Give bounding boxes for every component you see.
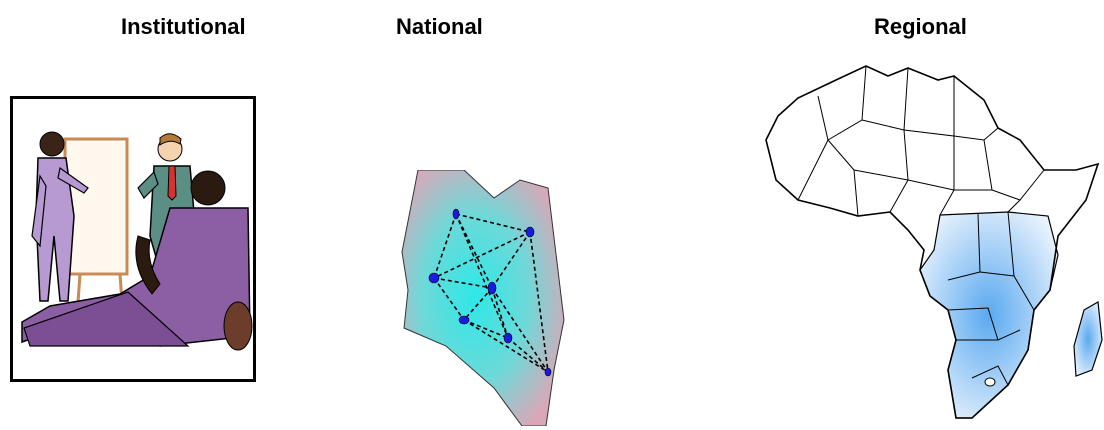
institutional-meeting-illustration [10,96,256,382]
heading-regional: Regional [874,14,967,39]
heading-national: National [396,14,483,39]
heading-institutional: Institutional [121,14,246,39]
meeting-clipart-icon [10,96,256,382]
africa-map-icon [765,65,1103,419]
national-network-map [398,170,578,426]
regional-africa-map [758,40,1104,430]
country-network-icon [401,170,565,426]
